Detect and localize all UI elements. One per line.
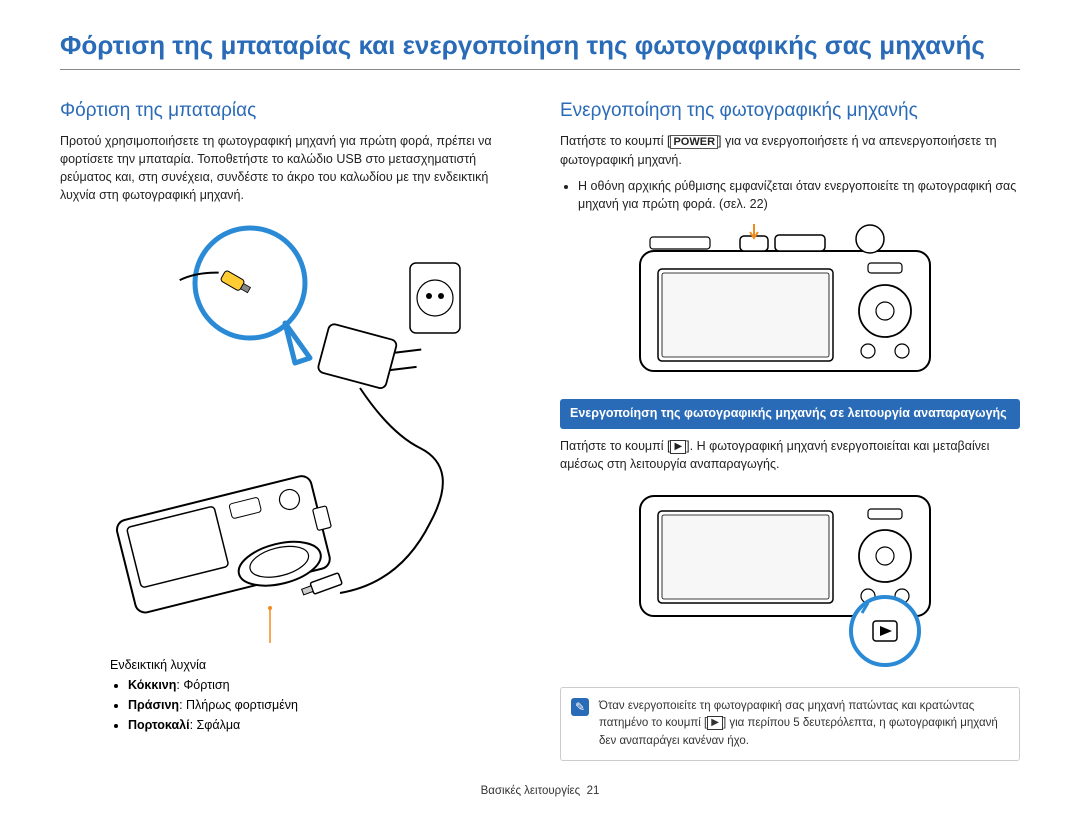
note-icon: ✎ [571,698,589,716]
indicator-red: Κόκκινη: Φόρτιση [128,675,520,695]
poweron-intro: Πατήστε το κουμπί [POWER] για να ενεργοπ… [560,132,1020,169]
playback-button-icon: ▶ [707,716,723,730]
poweron-diagram [560,221,1020,381]
two-column-layout: Φόρτιση της μπαταρίας Προτού χρησιμοποιή… [60,100,1020,761]
playback-button-icon: ▶ [670,440,686,454]
page-footer: Βασικές λειτουργίες 21 [0,785,1080,797]
right-column: Ενεργοποίηση της φωτογραφικής μηχανής Πα… [560,100,1020,761]
footer-section: Βασικές λειτουργίες [481,785,581,797]
indicator-orange: Πορτοκαλί: Σφάλμα [128,715,520,735]
indicator-label: Ενδεικτική λυχνία [110,655,520,675]
playback-text: Πατήστε το κουμπί [▶]. Η φωτογραφική μηχ… [560,437,1020,473]
charging-heading: Φόρτιση της μπαταρίας [60,100,520,122]
charging-diagram [60,213,520,643]
indicator-light-list: Ενδεικτική λυχνία Κόκκινη: Φόρτιση Πράσι… [110,655,520,735]
power-button-label: POWER [670,135,718,149]
camera-playback-illustration [610,481,970,671]
page-title: Φόρτιση της μπαταρίας και ενεργοποίηση τ… [60,30,1020,70]
playback-subheader: Ενεργοποίηση της φωτογραφικής μηχανής σε… [560,399,1020,429]
playback-diagram [560,481,1020,671]
charging-illustration [80,213,500,643]
poweron-bullet: Η οθόνη αρχικής ρύθμισης εμφανίζεται ότα… [578,177,1020,213]
note-box: ✎ Όταν ενεργοποιείτε τη φωτογραφική σας … [560,687,1020,761]
indicator-green: Πράσινη: Πλήρως φορτισμένη [128,695,520,715]
charging-intro: Προτού χρησιμοποιήσετε τη φωτογραφική μη… [60,132,520,205]
left-column: Φόρτιση της μπαταρίας Προτού χρησιμοποιή… [60,100,520,761]
poweron-heading: Ενεργοποίηση της φωτογραφικής μηχανής [560,100,1020,122]
camera-top-illustration [610,221,970,381]
footer-page: 21 [587,785,600,797]
